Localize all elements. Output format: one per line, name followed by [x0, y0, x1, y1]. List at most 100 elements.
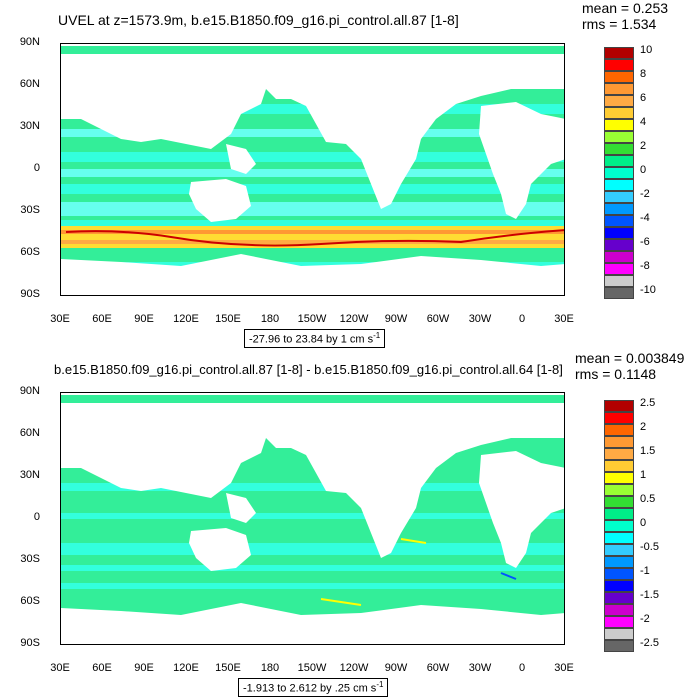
- contour-range-box: -1.913 to 2.612 by .25 cm s-1: [238, 678, 389, 697]
- legend-label: -0.5: [640, 541, 659, 553]
- legend-swatch: [604, 191, 634, 203]
- ocean-band: [61, 543, 564, 555]
- land-islands: [226, 493, 256, 523]
- legend-swatch: [604, 436, 634, 448]
- panel-bottom: b.e15.B1850.f09_g16.pi_control.all.87 [1…: [0, 350, 700, 700]
- legend-label: 2.5: [640, 397, 656, 409]
- legend-label: -4: [640, 212, 650, 224]
- lon-label: 90E: [134, 662, 154, 674]
- lon-label: 60W: [426, 662, 450, 674]
- ocean-band: [61, 202, 564, 216]
- legend-swatch: [604, 448, 634, 460]
- land-australia: [189, 179, 251, 222]
- diff-feature: [500, 572, 517, 580]
- legend-swatch: [604, 47, 634, 59]
- ocean-band: [61, 129, 564, 137]
- legend-swatch: [604, 472, 634, 484]
- lat-label: 0: [33, 162, 40, 174]
- legend-label: 8: [640, 68, 647, 80]
- legend-label: 0: [640, 164, 647, 176]
- lon-label: 30E: [554, 313, 574, 325]
- legend-swatch: [604, 239, 634, 251]
- lat-label: 90S: [20, 288, 40, 300]
- lon-label: 30E: [554, 662, 574, 674]
- color-legend: [604, 47, 634, 299]
- legend-swatch: [604, 215, 634, 227]
- lat-label: 0: [33, 511, 40, 523]
- land-north: [61, 54, 564, 209]
- lat-label: 90S: [20, 637, 40, 649]
- legend-label: -2.5: [640, 637, 659, 649]
- lon-label: 60W: [426, 313, 450, 325]
- legend-label: -2: [640, 613, 650, 625]
- acc-core: [65, 229, 564, 247]
- lon-label: 60E: [92, 313, 112, 325]
- legend-swatch: [604, 532, 634, 544]
- lon-label: 150W: [297, 313, 327, 325]
- lat-label: 90N: [19, 36, 40, 48]
- ocean-band: [61, 184, 564, 194]
- acc-band: [61, 240, 564, 244]
- map-svg: [61, 393, 564, 644]
- contour-range-unit-exponent: -1: [376, 680, 384, 689]
- legend-swatch: [604, 592, 634, 604]
- legend-label: -10: [640, 284, 656, 296]
- lon-label: 120E: [173, 313, 199, 325]
- legend-swatch: [604, 167, 634, 179]
- lat-label: 30N: [19, 469, 40, 481]
- lon-label: 30E: [50, 313, 70, 325]
- legend-swatch: [604, 95, 634, 107]
- lon-label: 150E: [215, 313, 241, 325]
- rms-stat: rms = 1.534: [582, 16, 657, 32]
- legend-swatch: [604, 520, 634, 532]
- ocean-band: [61, 152, 564, 162]
- lon-label: 30E: [50, 662, 70, 674]
- legend-label: 0: [640, 517, 647, 529]
- legend-swatch: [604, 628, 634, 640]
- legend-label: 1.5: [640, 445, 656, 457]
- lon-label: 0: [518, 662, 526, 674]
- legend-label: 10: [640, 44, 653, 56]
- ocean-band: [61, 248, 564, 262]
- contour-range-box: -27.96 to 23.84 by 1 cm s-1: [244, 329, 386, 348]
- lon-label: 90W: [384, 662, 408, 674]
- legend-swatch: [604, 83, 634, 95]
- lat-label: 60S: [20, 246, 40, 258]
- legend-swatch: [604, 580, 634, 592]
- legend-swatch: [604, 568, 634, 580]
- legend-swatch: [604, 508, 634, 520]
- lat-label: 60S: [20, 595, 40, 607]
- legend-label: -8: [640, 260, 650, 272]
- plot-title: b.e15.B1850.f09_g16.pi_control.all.87 [1…: [54, 362, 563, 377]
- legend-swatch: [604, 227, 634, 239]
- diff-feature: [400, 538, 427, 544]
- mean-stat: mean = 0.003849: [575, 350, 685, 366]
- legend-label: 2: [640, 421, 647, 433]
- lat-label: 90N: [19, 385, 40, 397]
- lat-label: 30N: [19, 120, 40, 132]
- legend-swatch: [604, 460, 634, 472]
- map-plot: [60, 43, 565, 296]
- legend-label: 1: [640, 469, 647, 481]
- legend-label: 0.5: [640, 493, 656, 505]
- lon-label: 150E: [215, 662, 241, 674]
- lon-label: 90W: [384, 313, 408, 325]
- legend-swatch: [604, 71, 634, 83]
- panel-top: UVEL at z=1573.9m, b.e15.B1850.f09_g16.p…: [19, 0, 668, 348]
- legend-swatch: [604, 640, 634, 652]
- lon-label: 30W: [468, 662, 492, 674]
- ocean-band: [61, 565, 564, 571]
- contour-range-text: -1.913 to 2.612 by .25 cm s: [243, 682, 377, 695]
- legend-swatch: [604, 604, 634, 616]
- arctic-strip: [61, 395, 564, 403]
- color-legend: [604, 400, 634, 652]
- legend-label: -2: [640, 188, 650, 200]
- legend-swatch: [604, 484, 634, 496]
- contour-range-unit-exponent: -1: [373, 331, 381, 340]
- legend-label: 2: [640, 140, 647, 152]
- acc-band: [61, 230, 564, 234]
- lon-label: 30W: [468, 313, 492, 325]
- legend-swatch: [604, 203, 634, 215]
- arctic-strip: [61, 46, 564, 54]
- lat-label: 60N: [19, 78, 40, 90]
